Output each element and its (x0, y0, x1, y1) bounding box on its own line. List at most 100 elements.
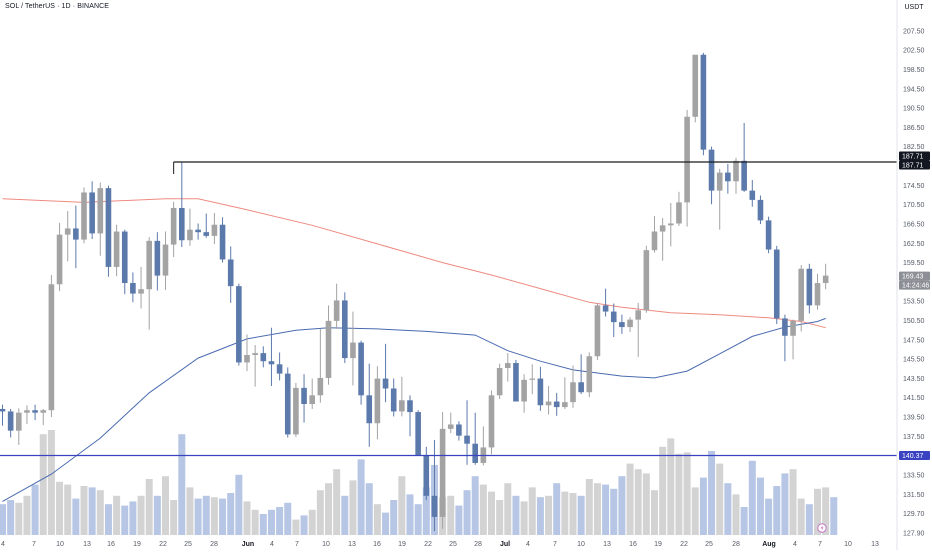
volume-bar (316, 490, 324, 535)
volume-bar (202, 495, 210, 535)
candle-body (73, 228, 79, 240)
candle-body (138, 289, 144, 294)
price-axis: 207.50 202.50 198.50 194.50 190.50 186.50 182.… (896, 0, 932, 550)
candle (749, 180, 756, 207)
candle (138, 266, 144, 309)
candlesticks (0, 52, 829, 532)
time-tick-label: 4 (1, 541, 5, 548)
candle (64, 211, 71, 262)
horizontal-levels (0, 161, 897, 457)
candle-body (488, 395, 495, 448)
candle-body (464, 435, 470, 444)
volume-bar (178, 434, 186, 535)
volume-bar (88, 487, 96, 535)
candle (578, 354, 584, 395)
price-tick-label: 207.50 (903, 28, 925, 35)
time-tick-label: 25 (449, 541, 457, 548)
candle-body (496, 368, 503, 396)
price-tick-label: 194.50 (903, 86, 925, 93)
volume-bar (496, 500, 504, 535)
candle-body (578, 382, 584, 393)
candle (798, 265, 804, 332)
candle (309, 378, 315, 409)
candle (496, 363, 503, 400)
candle (594, 302, 601, 360)
candle-body (431, 495, 438, 517)
time-tick-label: 10 (577, 541, 585, 548)
candle-body (211, 224, 218, 236)
candle-body (716, 172, 723, 191)
price-tick-label: 139.50 (903, 415, 925, 422)
candle (741, 122, 747, 192)
volume-bar (561, 491, 569, 535)
time-tick-label: 25 (705, 541, 713, 548)
time-tick-label: 13 (871, 541, 879, 548)
volume-bar (121, 505, 129, 535)
volume-bar (781, 473, 789, 535)
candle (56, 222, 63, 292)
candle (24, 405, 30, 424)
candle-body (407, 400, 413, 413)
candle-body (374, 378, 381, 424)
candle (227, 246, 234, 303)
candle (170, 201, 177, 257)
candle-body (725, 172, 731, 182)
volume-bar (357, 459, 365, 535)
candle-body (130, 283, 136, 294)
volume-bar (80, 486, 88, 535)
support-price-tag-text: 140.37 (902, 453, 924, 460)
volume-bar (259, 514, 267, 535)
candle-body (749, 190, 756, 200)
candle (423, 446, 430, 501)
support-price-tag: 140.37 (899, 450, 930, 460)
candle (358, 340, 364, 405)
candle-body (121, 231, 128, 284)
volume-bar (789, 469, 797, 535)
candle-body (643, 250, 650, 311)
price-tick-label: 131.50 (903, 492, 925, 499)
candle (89, 181, 95, 239)
volume-bar (406, 494, 414, 535)
lightning-icon[interactable] (817, 523, 827, 533)
volume-bar (814, 488, 821, 535)
candle-body (325, 320, 332, 378)
candle (676, 191, 682, 226)
candle-body (627, 319, 633, 328)
candle (16, 408, 22, 445)
candle-body (586, 356, 593, 393)
volume-bar (251, 509, 259, 535)
candle-body (366, 395, 373, 424)
candle (0, 404, 6, 426)
candle-body (513, 363, 519, 402)
candle-body (399, 400, 405, 412)
resistance-price-tag-text: 187.71 (902, 153, 924, 160)
resistance-price-tag-2-text: 187.71 (902, 162, 924, 169)
candle (488, 390, 495, 455)
candle (708, 146, 715, 205)
time-tick-label: 10 (56, 541, 64, 548)
candle (659, 217, 666, 261)
candle-body (32, 410, 38, 413)
chart-symbol-title: SOL / TetherUS · 1D · BINANCE (5, 3, 110, 10)
price-currency-label: USDT (904, 4, 924, 11)
candle (382, 343, 389, 403)
price-tick-label: 129.70 (903, 511, 925, 518)
time-tick-label: 10 (844, 541, 852, 548)
candle (464, 400, 470, 465)
candle-body (252, 353, 258, 355)
candle-body (24, 410, 30, 413)
candle-body (203, 232, 210, 236)
candle (301, 374, 307, 423)
time-tick-label: Jul (500, 541, 510, 548)
volume-bar (7, 500, 15, 535)
candle (757, 195, 764, 225)
volume-bar (699, 477, 707, 535)
candle (7, 408, 14, 438)
candle (668, 203, 674, 247)
candle (374, 366, 381, 440)
candle-body (342, 300, 348, 359)
candle-body (113, 231, 120, 267)
price-tick-label: 182.50 (903, 144, 925, 151)
